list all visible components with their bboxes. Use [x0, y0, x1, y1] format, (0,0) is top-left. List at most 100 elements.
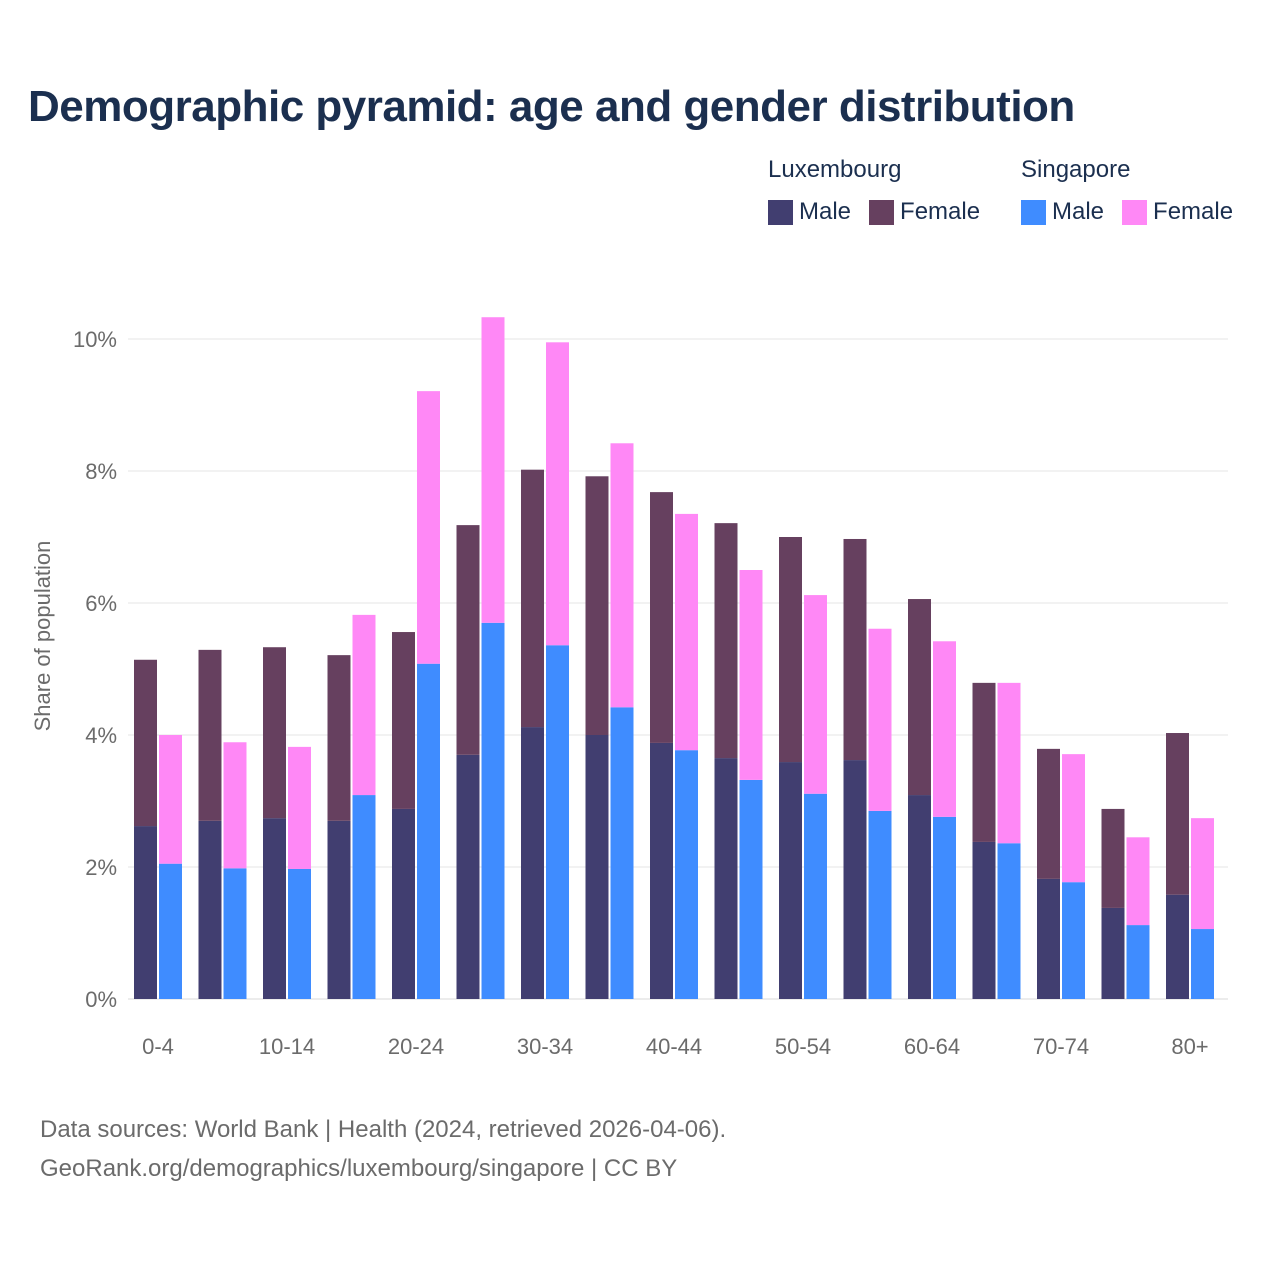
footer-sources: Data sources: World Bank | Health (2024,…	[40, 1116, 727, 1143]
bar-singapore-male[interactable]: 40-44	[675, 750, 698, 999]
legend-swatch	[1122, 199, 1148, 225]
bar-singapore-female[interactable]: 75-79	[1126, 837, 1150, 926]
x-tick-label: 30-34	[517, 1034, 573, 1059]
bar-singapore-male[interactable]: 20-24	[417, 663, 440, 999]
bar-luxembourg-female[interactable]: 35-39	[585, 476, 609, 735]
bar-singapore-female[interactable]: 35-39	[610, 443, 634, 708]
bar-singapore-male[interactable]: 45-49	[739, 779, 763, 999]
bar-singapore-female[interactable]: 10-14	[288, 746, 311, 869]
legend-item-lux-male[interactable]: Male	[768, 198, 851, 226]
bar-singapore-female[interactable]: 70-74	[1062, 754, 1085, 883]
bar-luxembourg-female[interactable]: 45-49	[714, 523, 738, 759]
bar-singapore-female[interactable]: 40-44	[675, 513, 698, 751]
bar-singapore-male[interactable]: 55-59	[868, 810, 892, 999]
bar-singapore-male[interactable]: 70-74	[1062, 882, 1085, 999]
bar-singapore-female[interactable]: 0-4	[159, 735, 182, 864]
bar-luxembourg-male[interactable]: 15-19	[327, 820, 351, 999]
bar-luxembourg-female[interactable]: 40-44	[650, 492, 673, 743]
x-tick-label: 50-54	[775, 1034, 831, 1059]
bar-luxembourg-male[interactable]: 5-9	[198, 820, 222, 999]
bar-luxembourg-female[interactable]: 0-4	[134, 659, 157, 827]
bar-singapore-female[interactable]: 30-34	[546, 342, 569, 646]
bar-singapore-male[interactable]: 65-69	[997, 843, 1021, 999]
bar-singapore-female[interactable]: 20-24	[417, 391, 440, 664]
y-axis-label: Share of population	[30, 541, 55, 732]
bar-luxembourg-female[interactable]: 65-69	[972, 682, 996, 842]
legend-swatch	[1021, 199, 1046, 225]
x-tick-label: 60-64	[904, 1034, 960, 1059]
legend-item-sg-male[interactable]: Male	[1021, 198, 1104, 226]
legend-group-title: Singapore	[1021, 156, 1131, 183]
bar-singapore-male[interactable]: 5-9	[223, 868, 247, 999]
bar-luxembourg-male[interactable]: 45-49	[714, 758, 738, 999]
bar-singapore-male[interactable]: 50-54	[804, 793, 827, 999]
bar-singapore-female[interactable]: 80+	[1191, 818, 1214, 930]
bar-singapore-female[interactable]: 55-59	[868, 628, 892, 811]
x-tick-label: 20-24	[388, 1034, 444, 1059]
bar-singapore-male[interactable]: 15-19	[352, 795, 376, 999]
bar-singapore-female[interactable]: 25-29	[481, 317, 505, 623]
bar-luxembourg-female[interactable]: 70-74	[1037, 748, 1060, 879]
bar-luxembourg-female[interactable]: 50-54	[779, 537, 802, 763]
footer-attribution[interactable]: GeoRank.org/demographics/luxembourg/sing…	[40, 1155, 678, 1182]
bar-luxembourg-male[interactable]: 30-34	[521, 727, 544, 999]
bar-singapore-female[interactable]: 15-19	[352, 614, 376, 796]
bar-singapore-male[interactable]: 30-34	[546, 645, 569, 999]
y-tick-label: 2%	[85, 855, 117, 880]
bar-luxembourg-female[interactable]: 5-9	[198, 649, 222, 821]
bar-singapore-female[interactable]: 5-9	[223, 742, 247, 869]
x-tick-label: 70-74	[1033, 1034, 1089, 1059]
bar-luxembourg-female[interactable]: 75-79	[1101, 808, 1125, 908]
y-tick-label: 8%	[85, 459, 117, 484]
x-tick-label: 0-4	[142, 1034, 174, 1059]
bar-singapore-male[interactable]: 25-29	[481, 622, 505, 999]
legend-label: Female	[900, 198, 981, 225]
bars: 0-40-40-40-45-95-95-95-910-1410-1410-141…	[134, 317, 1214, 999]
legend-singapore: Singapore Male Female	[1021, 156, 1233, 226]
y-tick-label: 0%	[85, 987, 117, 1012]
bar-luxembourg-female[interactable]: 10-14	[263, 647, 286, 819]
bar-singapore-female[interactable]: 45-49	[739, 570, 763, 780]
bar-luxembourg-female[interactable]: 60-64	[908, 599, 931, 796]
legend-label: Male	[1052, 198, 1105, 225]
legend-item-sg-female[interactable]: Female	[1122, 198, 1233, 226]
bar-singapore-female[interactable]: 65-69	[997, 682, 1021, 844]
bar-luxembourg-male[interactable]: 50-54	[779, 762, 802, 999]
bar-luxembourg-female[interactable]: 55-59	[843, 538, 867, 761]
legend-group-title: Luxembourg	[768, 156, 902, 183]
bar-luxembourg-male[interactable]: 20-24	[392, 808, 415, 999]
bar-luxembourg-female[interactable]: 25-29	[456, 525, 480, 755]
bar-luxembourg-male[interactable]: 65-69	[972, 841, 996, 999]
bar-luxembourg-male[interactable]: 40-44	[650, 742, 673, 999]
bar-luxembourg-male[interactable]: 55-59	[843, 760, 867, 999]
bar-singapore-male[interactable]: 80+	[1191, 929, 1214, 999]
x-tick-labels: 0-4 10-14 20-24 30-34 40-44 50-54 60-64 70-74 80…	[142, 1034, 1209, 1059]
x-tick-label: 80+	[1171, 1034, 1208, 1059]
bar-luxembourg-male[interactable]: 0-4	[134, 826, 157, 999]
bar-luxembourg-male[interactable]: 70-74	[1037, 878, 1060, 999]
bar-luxembourg-male[interactable]: 75-79	[1101, 907, 1125, 999]
bar-luxembourg-female[interactable]: 15-19	[327, 655, 351, 821]
bar-singapore-male[interactable]: 35-39	[610, 707, 634, 999]
y-tick-label: 10%	[73, 327, 117, 352]
bar-singapore-male[interactable]: 75-79	[1126, 925, 1150, 999]
bar-singapore-female[interactable]: 60-64	[933, 641, 956, 817]
bar-singapore-male[interactable]: 10-14	[288, 868, 311, 999]
bar-luxembourg-female[interactable]: 80+	[1166, 733, 1189, 895]
bar-singapore-female[interactable]: 50-54	[804, 595, 827, 794]
y-tick-labels: 0% 2% 4% 6% 8% 10%	[73, 327, 117, 1012]
bar-luxembourg-female[interactable]: 20-24	[392, 632, 415, 809]
legend-item-lux-female[interactable]: Female	[869, 198, 980, 226]
bar-luxembourg-male[interactable]: 35-39	[585, 735, 609, 999]
bar-singapore-male[interactable]: 60-64	[933, 816, 956, 999]
legend-luxembourg: Luxembourg Male Female	[768, 156, 980, 226]
bar-luxembourg-male[interactable]: 10-14	[263, 818, 286, 999]
bar-luxembourg-female[interactable]: 30-34	[521, 469, 544, 728]
legend-label: Male	[799, 198, 852, 225]
bar-luxembourg-male[interactable]: 80+	[1166, 894, 1189, 999]
bar-luxembourg-male[interactable]: 60-64	[908, 795, 931, 999]
bar-singapore-male[interactable]: 0-4	[159, 863, 182, 999]
x-tick-label: 10-14	[259, 1034, 315, 1059]
bar-luxembourg-male[interactable]: 25-29	[456, 754, 480, 999]
